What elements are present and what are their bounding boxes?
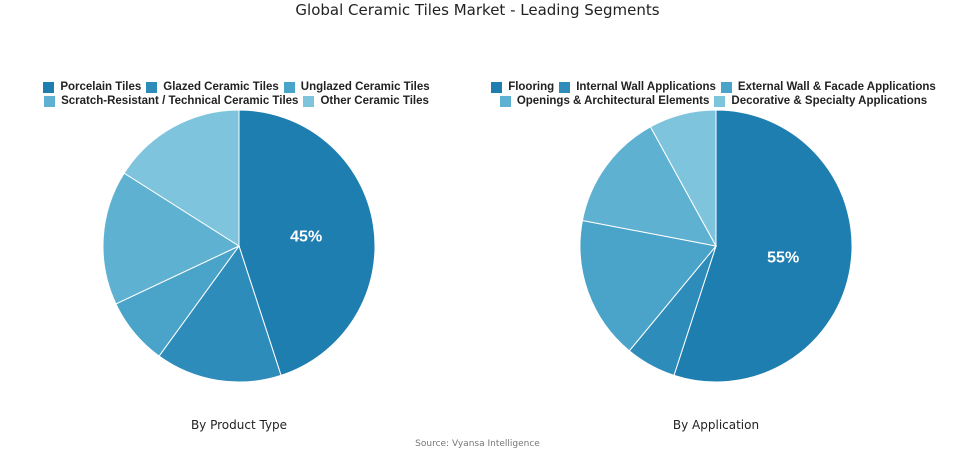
legend-item: Glazed Ceramic Tiles	[146, 80, 279, 94]
pie-slice-0-3	[102, 172, 241, 305]
legend-swatch	[43, 81, 55, 93]
legend-label: Internal Wall Applications	[576, 81, 716, 93]
pie-slice-0-0	[238, 109, 376, 376]
legend-item: Openings & Architectural Elements	[499, 94, 710, 108]
pie-slice-1-3	[581, 126, 717, 247]
legend-label: Decorative & Specialty Applications	[731, 95, 928, 107]
source-note: Source: Vyansa Intelligence	[415, 439, 540, 449]
legend-label: Other Ceramic Tiles	[320, 95, 429, 107]
legend-item: Decorative & Specialty Applications	[714, 94, 927, 108]
pie-slice-0-1	[158, 244, 282, 383]
pie-slice-1-4	[649, 109, 717, 247]
legend-item: External Wall & Facade Applications	[720, 80, 936, 94]
caption-product-type: By Product Type	[190, 418, 288, 432]
legend-swatch	[559, 81, 571, 93]
legend-label: Scratch-Resistant / Technical Ceramic Ti…	[61, 95, 299, 107]
legend-row: Scratch-Resistant / Technical Ceramic Ti…	[40, 94, 438, 108]
legend-swatch	[499, 95, 511, 107]
pie-slice-1-2	[579, 219, 717, 352]
legend-label: Porcelain Tiles	[60, 81, 142, 93]
caption-application: By Application	[672, 418, 760, 432]
chart-title: Global Ceramic Tiles Market - Leading Se…	[295, 1, 660, 19]
pie-slice-0-4	[123, 109, 240, 247]
legend-label: External Wall & Facade Applications	[737, 81, 936, 93]
legend-label: Unglazed Ceramic Tiles	[300, 81, 430, 93]
legend-row: Openings & Architectural Elements Decorat…	[490, 94, 942, 108]
legend-item: Scratch-Resistant / Technical Ceramic Ti…	[44, 94, 298, 108]
legend-swatch	[146, 81, 158, 93]
data-label-1-0: 55%	[767, 250, 799, 267]
legend-row: Porcelain Tiles Glazed Ceramic Tiles Ungla…	[40, 80, 438, 94]
legend-swatch	[283, 81, 295, 93]
legend-item: Internal Wall Applications	[559, 80, 716, 94]
legend-item: Other Ceramic Tiles	[303, 94, 429, 108]
legend-row: Flooring Internal Wall Applications Extern…	[490, 80, 942, 94]
legend-product-type: Porcelain Tiles Glazed Ceramic Tiles Ungla…	[40, 80, 438, 108]
legend-label: Flooring	[508, 81, 555, 93]
legend-swatch	[720, 81, 732, 93]
legend-swatch	[44, 95, 56, 107]
legend-swatch	[303, 95, 315, 107]
pie-slice-1-0	[673, 109, 853, 383]
legend-swatch	[491, 81, 503, 93]
legend-item: Flooring	[491, 80, 554, 94]
legend-item: Porcelain Tiles	[43, 80, 141, 94]
legend-application: Flooring Internal Wall Applications Extern…	[490, 80, 942, 108]
legend-label: Openings & Architectural Elements	[516, 95, 710, 107]
legend-swatch	[714, 95, 726, 107]
legend-item: Unglazed Ceramic Tiles	[283, 80, 430, 94]
legend-label: Glazed Ceramic Tiles	[163, 81, 279, 93]
data-label-0-0: 45%	[290, 228, 322, 245]
